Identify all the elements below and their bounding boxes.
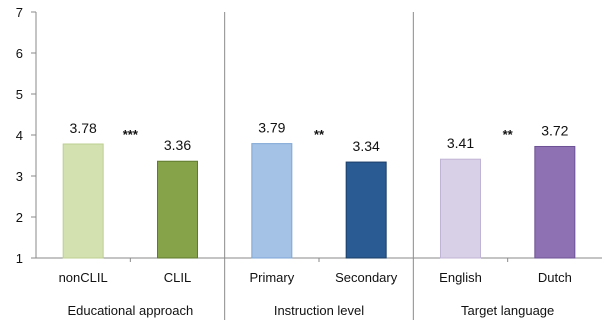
value-label: 3.36 [164,137,191,153]
chart-bars [62,143,576,259]
category-label: Primary [249,270,294,285]
y-tick-label: 1 [16,251,23,266]
significance-marker: ** [314,127,325,142]
bar-nonclil [62,143,104,259]
category-label: CLIL [164,270,191,285]
category-label: Secondary [335,270,398,285]
significance-marker: ** [503,127,514,142]
value-label: 3.72 [541,122,568,138]
category-label: English [439,270,482,285]
chart-labels: 3.78 nonCLIL 3.36 CLIL *** Educational approa… [59,120,572,318]
y-axis-ticks: 1 2 3 4 5 6 7 [16,5,36,266]
bar-secondary [345,161,387,259]
chart-axes [35,12,602,320]
value-label: 3.78 [70,120,97,136]
y-tick-label: 4 [16,128,23,143]
y-tick-label: 6 [16,46,23,61]
bar-english [440,158,481,259]
group-label: Educational approach [67,303,193,318]
significance-marker: *** [123,127,139,142]
y-tick-label: 3 [16,169,23,184]
value-label: 3.41 [447,135,474,151]
value-label: 3.34 [353,138,380,154]
bar-dutch [534,145,576,259]
category-label: Dutch [538,270,572,285]
group-label: Target language [461,303,554,318]
y-tick-label: 7 [16,5,23,20]
category-label: nonCLIL [59,270,108,285]
y-tick-label: 2 [16,210,23,225]
value-label: 3.79 [258,120,285,136]
y-tick-label: 5 [16,87,23,102]
group-label: Instruction level [274,303,364,318]
bar-primary [251,143,293,259]
bar-clil [157,160,198,259]
